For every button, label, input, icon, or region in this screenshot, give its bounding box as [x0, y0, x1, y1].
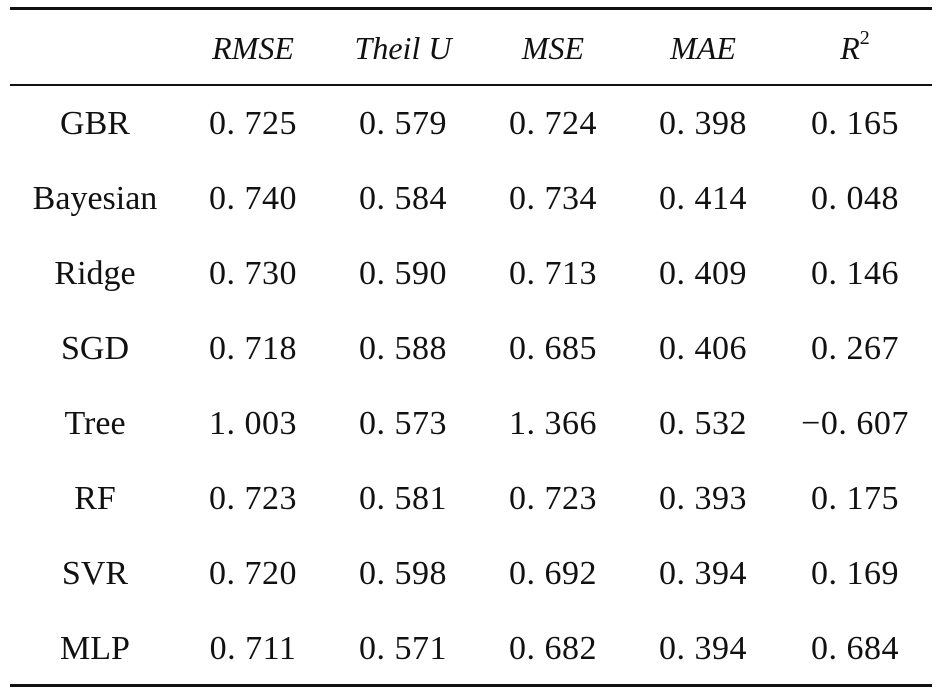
cell-rmse: 1. 003 [209, 405, 297, 442]
top-rule [10, 7, 932, 10]
row-label-model: SGD [60, 330, 130, 367]
cell-mae: 0. 394 [659, 555, 747, 592]
cell-rmse: 0. 740 [209, 180, 297, 217]
cell-r2: 0. 175 [811, 480, 899, 517]
cell-rmse: 0. 725 [209, 105, 297, 142]
cell-theil-u: 0. 581 [359, 480, 447, 517]
row-label-model: GBR [60, 105, 130, 142]
cell-mae: 0. 409 [659, 255, 747, 292]
cell-r2: 0. 267 [811, 330, 899, 367]
table-row: MLP 0. 711 0. 571 0. 682 0. 394 0. 684 [0, 625, 938, 673]
cell-theil-u: 0. 588 [359, 330, 447, 367]
cell-mae: 0. 414 [659, 180, 747, 217]
cell-r2: 0. 165 [811, 105, 899, 142]
cell-r2: 0. 048 [811, 180, 899, 217]
r2-superscript: 2 [859, 27, 870, 49]
cell-mae: 0. 393 [659, 480, 747, 517]
cell-mae: 0. 532 [659, 405, 747, 442]
cell-mse: 0. 713 [509, 255, 597, 292]
cell-rmse: 0. 711 [209, 630, 297, 667]
header-row: RMSE Theil U MSE MAE R2 [0, 24, 938, 72]
cell-rmse: 0. 718 [209, 330, 297, 367]
cell-rmse: 0. 730 [209, 255, 297, 292]
cell-r2: −0. 607 [801, 405, 909, 442]
table-row: Ridge 0. 730 0. 590 0. 713 0. 409 0. 146 [0, 250, 938, 298]
header-cell-model [20, 24, 170, 72]
header-cell-r2: R2 [780, 24, 930, 72]
cell-r2: 0. 684 [811, 630, 899, 667]
header-cell-mae: MAE [670, 30, 736, 66]
r2-base: R [840, 30, 860, 66]
header-rule [10, 84, 932, 86]
cell-mae: 0. 398 [659, 105, 747, 142]
cell-theil-u: 0. 590 [359, 255, 447, 292]
cell-mae: 0. 394 [659, 630, 747, 667]
cell-mse: 0. 723 [509, 480, 597, 517]
cell-mse: 0. 692 [509, 555, 597, 592]
cell-r2: 0. 169 [811, 555, 899, 592]
table-row: RF 0. 723 0. 581 0. 723 0. 393 0. 175 [0, 475, 938, 523]
row-label-model: SVR [61, 555, 129, 592]
table-row: SVR 0. 720 0. 598 0. 692 0. 394 0. 169 [0, 550, 938, 598]
row-label-model: Tree [64, 405, 126, 442]
cell-mse: 0. 724 [509, 105, 597, 142]
cell-mse: 0. 682 [509, 630, 597, 667]
cell-mse: 0. 685 [509, 330, 597, 367]
cell-theil-u: 0. 573 [359, 405, 447, 442]
cell-rmse: 0. 723 [209, 480, 297, 517]
header-cell-theil-u: Theil U [354, 30, 452, 66]
row-label-model: Bayesian [32, 180, 158, 217]
cell-mse: 1. 366 [509, 405, 597, 442]
table-row: SGD 0. 718 0. 588 0. 685 0. 406 0. 267 [0, 325, 938, 373]
row-label-model: RF [74, 480, 116, 517]
table-row: Tree 1. 003 0. 573 1. 366 0. 532 −0. 607 [0, 400, 938, 448]
bottom-rule [10, 684, 932, 687]
row-label-model: Ridge [54, 255, 136, 292]
cell-rmse: 0. 720 [209, 555, 297, 592]
cell-theil-u: 0. 571 [359, 630, 447, 667]
cell-mse: 0. 734 [509, 180, 597, 217]
cell-mae: 0. 406 [659, 330, 747, 367]
table-row: GBR 0. 725 0. 579 0. 724 0. 398 0. 165 [0, 100, 938, 148]
cell-r2: 0. 146 [811, 255, 899, 292]
header-cell-rmse: RMSE [212, 30, 294, 66]
header-cell-mse: MSE [521, 30, 585, 66]
row-label-model: MLP [60, 630, 130, 667]
cell-theil-u: 0. 584 [359, 180, 447, 217]
table-row: Bayesian 0. 740 0. 584 0. 734 0. 414 0. 048 [0, 175, 938, 223]
cell-theil-u: 0. 598 [359, 555, 447, 592]
cell-theil-u: 0. 579 [359, 105, 447, 142]
